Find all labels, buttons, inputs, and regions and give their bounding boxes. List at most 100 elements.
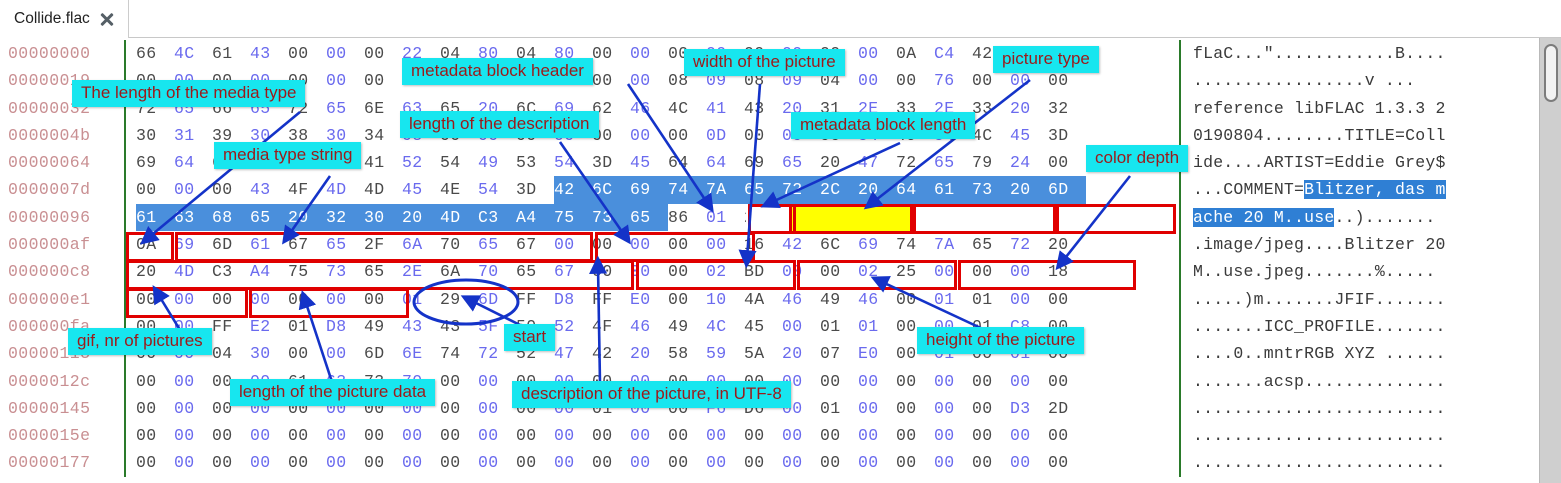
hex-byte[interactable]: 3D xyxy=(516,180,537,200)
hex-byte[interactable]: 00 xyxy=(288,426,309,446)
hex-row[interactable]: 00000177 00 00 00 00 00 00 00 00 00 00 00 00 00 00 00 00… xyxy=(0,449,1545,477)
hex-byte[interactable]: 00 xyxy=(288,453,309,473)
hex-byte[interactable]: 01 xyxy=(934,289,955,309)
hex-byte[interactable]: 00 xyxy=(136,289,157,309)
annotation-metadata-block-header[interactable]: metadata block header xyxy=(402,58,593,85)
hex-byte[interactable]: 00 xyxy=(972,262,993,282)
hex-byte[interactable]: 46 xyxy=(782,289,803,309)
ascii-bytes[interactable]: reference libFLAC 1.3.3 2 xyxy=(1179,94,1545,122)
hex-byte[interactable]: 00 xyxy=(554,426,575,446)
hex-byte[interactable]: 0A xyxy=(136,235,157,255)
hex-byte[interactable]: 45 xyxy=(744,316,765,336)
hex-byte[interactable]: 2F xyxy=(364,235,385,255)
hex-byte[interactable]: 00 xyxy=(516,426,537,446)
hex-byte[interactable]: 64 xyxy=(706,153,727,173)
hex-byte[interactable]: 4D xyxy=(440,203,478,232)
hex-byte[interactable]: E0 xyxy=(630,289,651,309)
hex-byte[interactable]: 43 xyxy=(250,44,271,63)
hex-byte[interactable]: 65 xyxy=(782,153,803,173)
hex-byte[interactable]: 43 xyxy=(440,316,461,336)
hex-byte[interactable]: 72 xyxy=(782,176,820,204)
hex-byte[interactable]: 4C xyxy=(668,98,689,118)
hex-byte[interactable]: 20 xyxy=(136,262,157,282)
annotation-color-depth[interactable]: color depth xyxy=(1086,145,1189,172)
hex-byte[interactable]: 00 xyxy=(858,453,879,473)
hex-byte[interactable]: 6D xyxy=(364,344,385,364)
vertical-scrollbar[interactable] xyxy=(1539,38,1561,483)
hex-byte[interactable]: 16 xyxy=(744,235,765,255)
hex-byte[interactable]: 00 xyxy=(1048,371,1069,391)
hex-byte[interactable]: 01 xyxy=(820,316,841,336)
hex-byte[interactable]: 07 xyxy=(820,344,841,364)
hex-byte[interactable]: 34 xyxy=(364,125,385,145)
hex-byte[interactable]: 54 xyxy=(554,153,575,173)
hex-byte[interactable]: 4F xyxy=(288,180,309,200)
hex-byte[interactable]: 69 xyxy=(630,176,668,204)
hex-byte[interactable]: 00 xyxy=(896,71,917,91)
hex-byte[interactable]: 72 xyxy=(478,344,499,364)
annotation-start[interactable]: start xyxy=(504,324,556,351)
hex-byte[interactable]: 00 xyxy=(744,453,765,473)
hex-byte[interactable]: 6E xyxy=(364,98,385,118)
hex-byte[interactable]: 00 xyxy=(782,316,803,336)
hex-byte[interactable]: 6C xyxy=(592,176,630,204)
hex-byte[interactable]: 09 xyxy=(782,71,803,91)
hex-byte[interactable]: 42 xyxy=(972,44,993,63)
ascii-bytes[interactable]: 0190804........TITLE=Coll xyxy=(1179,121,1545,150)
hex-byte[interactable]: 65 xyxy=(516,262,537,282)
annotation-metadata-block-length[interactable]: metadata block length xyxy=(791,112,976,139)
hex-byte[interactable]: 46 xyxy=(858,289,879,309)
hex-byte[interactable]: 65 xyxy=(972,235,993,255)
hex-byte[interactable]: C3 xyxy=(212,262,233,282)
hex-byte[interactable]: 30 xyxy=(364,203,402,232)
hex-byte[interactable]: 6D xyxy=(212,235,233,255)
hex-byte[interactable]: 4C xyxy=(972,125,993,145)
hex-byte[interactable]: 20 xyxy=(858,176,896,204)
hex-byte[interactable]: 43 xyxy=(250,180,271,200)
hex-byte[interactable]: 00 xyxy=(896,371,917,391)
hex-byte[interactable]: 00 xyxy=(174,453,195,473)
hex-byte[interactable]: 00 xyxy=(706,235,727,255)
hex-byte[interactable]: 00 xyxy=(288,344,309,364)
hex-byte[interactable]: BD xyxy=(744,262,765,282)
hex-byte[interactable]: 00 xyxy=(326,71,347,91)
hex-byte[interactable]: 00 xyxy=(592,262,613,282)
hex-byte[interactable]: 00 xyxy=(440,371,461,391)
hex-byte[interactable]: 00 xyxy=(212,398,233,418)
hex-byte[interactable]: E2 xyxy=(250,316,271,336)
hex-byte[interactable]: 00 xyxy=(364,453,385,473)
hex-byte[interactable]: 20 xyxy=(1048,235,1069,255)
hex-byte[interactable]: 69 xyxy=(858,235,879,255)
hex-byte[interactable]: 00 xyxy=(858,398,879,418)
hex-byte[interactable]: 00 xyxy=(668,235,689,255)
hex-byte[interactable]: 32 xyxy=(326,203,364,232)
hex-byte[interactable]: 00 xyxy=(364,289,385,309)
hex-byte[interactable]: 20 xyxy=(288,203,326,232)
hex-byte[interactable]: 73 xyxy=(326,262,347,282)
hex-byte[interactable]: 00 xyxy=(668,289,689,309)
hex-byte[interactable]: 00 xyxy=(1010,371,1031,391)
hex-byte[interactable]: 00 xyxy=(212,180,233,200)
hex-byte[interactable]: 49 xyxy=(820,289,841,309)
hex-byte[interactable]: 65 xyxy=(326,235,347,255)
hex-byte[interactable]: 00 xyxy=(820,207,841,227)
hex-byte[interactable]: 00 xyxy=(782,453,803,473)
hex-byte[interactable]: 00 xyxy=(782,262,803,282)
hex-bytes[interactable]: 00 00 00 00 00 00 00 00 00 00 00 00 00 00 00 00 00 00 00 00… xyxy=(124,422,1179,450)
hex-bytes[interactable]: 00 00 00 00 00 00 00 01 29 6D FF D8 FF E0 00 10 4A 46 49 46… xyxy=(124,285,1179,313)
hex-byte[interactable]: 53 xyxy=(516,153,537,173)
hex-byte[interactable]: 00 xyxy=(1010,426,1031,446)
annotation-height-of-picture[interactable]: height of the picture xyxy=(917,327,1085,354)
hex-byte[interactable]: 10 xyxy=(706,289,727,309)
hex-byte[interactable]: 00 xyxy=(1010,453,1031,473)
hex-byte[interactable]: 04 xyxy=(820,71,841,91)
ascii-bytes[interactable]: ide....ARTIST=Eddie Grey$ xyxy=(1179,149,1545,177)
hex-byte[interactable]: 68 xyxy=(212,203,250,232)
hex-byte[interactable]: 00 xyxy=(136,371,157,391)
hex-byte[interactable]: 00 xyxy=(402,426,423,446)
hex-byte[interactable]: 47 xyxy=(858,153,879,173)
hex-byte[interactable]: 65 xyxy=(478,235,499,255)
hex-byte[interactable]: 32 xyxy=(1048,98,1069,118)
hex-byte[interactable]: 01 xyxy=(858,316,879,336)
hex-bytes[interactable]: 00 00 00 00 00 00 00 00 00 00 00 00 00 00 00 00 00 00 00 00… xyxy=(124,449,1179,477)
